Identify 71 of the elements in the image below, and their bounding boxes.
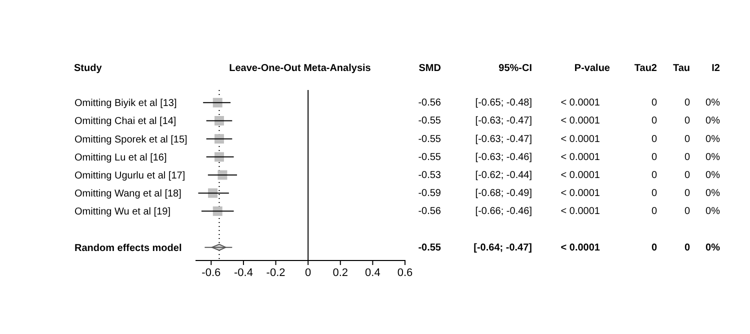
- text: 0%: [706, 134, 720, 145]
- text: P-value: [574, 63, 610, 74]
- text: 0%: [706, 242, 720, 254]
- text: [-0.63; -0.47]: [475, 116, 532, 127]
- text: < 0.0001: [560, 170, 600, 181]
- text: 0: [684, 134, 690, 145]
- text: [-0.63; -0.46]: [475, 152, 532, 163]
- text: < 0.0001: [560, 242, 600, 254]
- text: 0: [684, 98, 690, 109]
- x-tick-label: 0.2: [332, 267, 348, 279]
- text: [-0.62; -0.44]: [475, 170, 532, 181]
- text: -0.55: [418, 116, 441, 127]
- text: [-0.66; -0.46]: [475, 206, 532, 218]
- text: -0.55: [418, 152, 441, 163]
- text: Tau: [672, 63, 690, 74]
- chart-title: Leave-One-Out Meta-Analysis: [229, 63, 372, 74]
- text: 0: [684, 152, 690, 163]
- text: 0: [684, 116, 690, 127]
- text: -0.55: [418, 134, 441, 145]
- text: 0: [651, 170, 658, 181]
- text: < 0.0001: [560, 206, 600, 218]
- y-tick-label: Omitting Chai et al [14]: [74, 116, 176, 128]
- text: -0.55: [418, 242, 441, 254]
- text: I2: [712, 63, 720, 74]
- x-tick-label: -0.2: [266, 267, 286, 279]
- text: 0%: [706, 152, 720, 163]
- text: -0.53: [418, 170, 441, 181]
- text: 0: [684, 170, 690, 181]
- text: < 0.0001: [560, 188, 600, 200]
- text: 0%: [706, 206, 720, 218]
- text: 0: [651, 206, 658, 218]
- text: -0.56: [418, 98, 441, 109]
- y-tick-label: Random effects model: [74, 242, 182, 254]
- text: 95%-CI: [498, 63, 532, 74]
- text: [-0.64; -0.47]: [474, 242, 532, 254]
- text: 0: [651, 188, 658, 200]
- y-tick-label: Omitting Wang et al [18]: [74, 188, 182, 200]
- text: 0: [651, 98, 658, 109]
- text: 0%: [706, 170, 720, 181]
- text: 0: [651, 242, 658, 254]
- text: [-0.65; -0.48]: [475, 98, 532, 109]
- y-tick-label: Omitting Wu et al [19]: [74, 206, 171, 218]
- text: 0: [651, 134, 658, 145]
- y-tick-label: Omitting Sporek et al [15]: [74, 134, 188, 146]
- text: < 0.0001: [560, 134, 600, 145]
- x-tick-label: 0.4: [365, 267, 380, 279]
- x-tick-label: -0.4: [234, 267, 253, 279]
- text: < 0.0001: [560, 116, 600, 127]
- text: 0: [651, 152, 658, 163]
- text: 0: [684, 188, 690, 200]
- y-tick-label: Omitting Biyik et al [13]: [74, 98, 177, 110]
- text: Tau2: [634, 63, 658, 74]
- text: 0: [684, 206, 690, 218]
- text: [-0.63; -0.47]: [475, 134, 532, 145]
- text: < 0.0001: [560, 152, 600, 163]
- x-tick-label: 0.6: [397, 267, 413, 279]
- y-tick-label: Omitting Ugurlu et al [17]: [74, 170, 186, 182]
- y-axis-title: Study: [74, 63, 102, 74]
- y-tick-label: Omitting Lu et al [16]: [74, 152, 167, 164]
- x-tick-label: -0.6: [202, 267, 221, 279]
- text: -0.59: [418, 188, 441, 200]
- text: -0.56: [418, 206, 441, 218]
- text: 0: [684, 242, 690, 254]
- text: SMD: [418, 63, 441, 74]
- x-tick-label: 0: [305, 267, 312, 279]
- text: [-0.68; -0.49]: [475, 188, 532, 200]
- text: 0%: [706, 188, 720, 200]
- text: 0: [651, 116, 658, 127]
- text: 0%: [706, 116, 720, 127]
- text: 0%: [706, 98, 720, 109]
- text: < 0.0001: [560, 98, 600, 109]
